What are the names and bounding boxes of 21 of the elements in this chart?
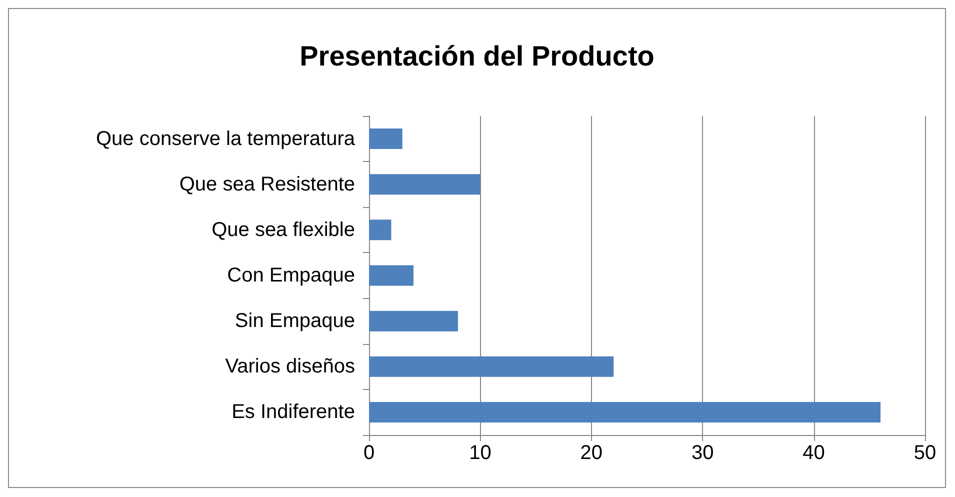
y-tick-label: Sin Empaque xyxy=(234,310,355,332)
y-tick-label: Varios diseños xyxy=(225,356,355,378)
x-tick-label: 30 xyxy=(691,442,714,464)
bar xyxy=(369,220,392,240)
bar xyxy=(369,402,881,422)
bar xyxy=(369,128,402,150)
y-tick-label: Que sea Resistente xyxy=(179,173,355,196)
bar xyxy=(369,265,414,286)
bar xyxy=(369,356,614,377)
bar xyxy=(369,310,458,332)
chart-title: Presentación del Producto xyxy=(300,40,654,72)
y-tick-label: Que conserve la temperatura xyxy=(96,128,356,150)
bar xyxy=(369,174,480,195)
x-tick-label: 40 xyxy=(802,442,825,464)
x-tick-label: 50 xyxy=(914,442,936,464)
x-tick-label: 20 xyxy=(580,442,603,464)
y-tick-label: Con Empaque xyxy=(227,264,355,286)
x-tick-label: 0 xyxy=(363,442,375,464)
x-tick-label: 10 xyxy=(469,442,492,464)
y-tick-label: Que sea flexible xyxy=(212,218,355,241)
y-tick-label: Es Indiferente xyxy=(232,401,355,424)
